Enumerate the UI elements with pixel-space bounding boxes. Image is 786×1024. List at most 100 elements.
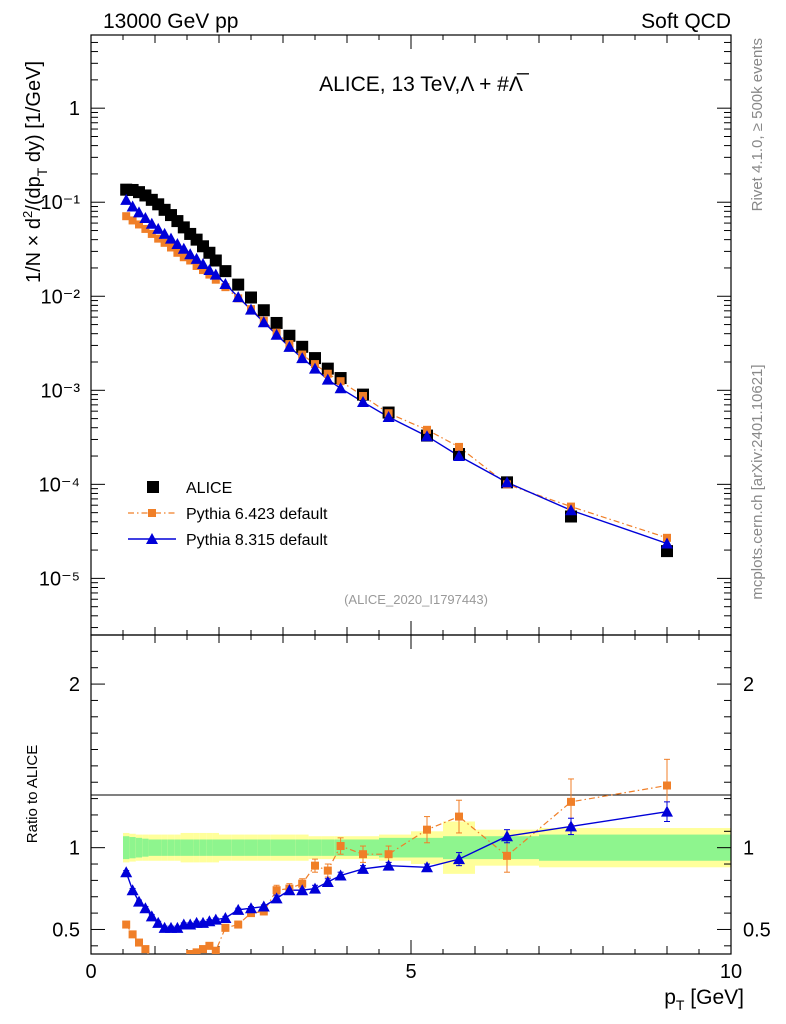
green-band-bin [219,839,232,856]
green-band-bin [206,839,213,856]
pythia6-point [122,212,131,221]
header-left-label: 13000 GeV pp [103,10,238,33]
alice-point [203,246,216,259]
alice-point [257,304,270,317]
green-band-bin [308,839,322,856]
pythia6-ratio-point [122,920,131,929]
pythia8-ratio-point [145,910,158,922]
x-tick-label: 10 [720,961,742,983]
green-band-bin [212,839,219,856]
green-band-bin [187,839,194,856]
pythia8-point [661,537,673,549]
y-tick-label: 10⁻³ [41,380,81,402]
green-band-bin [244,839,258,856]
pythia8-point [283,340,296,352]
green-band-bin [135,837,143,858]
pythia8-point [120,193,133,205]
pythia6-ratio-point [663,781,671,790]
y-tick-label: 10⁻² [41,286,81,308]
pythia8-point [334,382,347,394]
pythia8-ratio-point [120,866,133,878]
pythia6-ratio-point [336,842,345,851]
pythia6-ratio-point [311,861,319,870]
green-band-bin [129,837,136,859]
pythia8-ratio-point [501,830,513,842]
pythia8-ratio-point [382,859,395,871]
ratio-tick-label-left: 2 [69,674,80,696]
legend: ALICE Pythia 6.423 default Pythia 8.315 … [128,480,328,549]
pythia8-ratio-point [357,862,369,874]
pythia6-point [167,243,175,252]
pythia8-ratio-point [126,884,139,896]
legend-label-pythia6: Pythia 6.423 default [186,506,328,523]
pythia6-ratio-point [234,920,243,929]
pythia8-ratio-point [133,895,145,907]
green-band-bin [167,839,175,856]
green-band-bin [295,839,309,856]
alice-point [270,316,283,329]
pythia6-ratio-point [161,971,169,979]
ratio-tick-label-right: 1 [743,838,754,860]
pythia6-ratio-point [128,930,137,939]
pythia8-ratio-point [283,884,296,896]
pythia8-point [184,248,197,260]
pythia8-point [382,411,395,423]
pythia8-point [139,211,152,223]
ratio-tick-label-right: 2 [743,674,754,696]
alice-point [283,329,296,342]
pythia6-ratio-point [567,797,575,806]
legend-marker-pythia8 [146,533,158,544]
pythia6-ratio-point [180,963,188,971]
pythia6-point [199,266,207,275]
alice-point [219,265,232,278]
pythia6-point [173,248,182,257]
pythia8-point [126,200,139,212]
ratio-y-axis-label: Ratio to ALICE [24,745,41,843]
legend-label-alice: ALICE [186,480,232,497]
pythia8-point [421,430,433,442]
x-axis-label: pT [GeV] [664,986,744,1013]
green-band-bin [283,839,296,856]
green-band-bin [321,839,335,856]
pythia8-point [171,237,184,249]
chart-title: ALICE, 13 TeV,Λ + #Λ̅ [319,73,530,96]
pythia6-point [455,442,463,451]
pythia8-point [197,258,209,270]
ratio-tick-label-right: 0.5 [743,919,771,941]
pythia6-point [186,256,195,265]
ratio-panel-series [120,758,673,979]
pythia8-ratio-point [321,876,334,888]
pythia8-ratio-point [270,892,283,904]
green-band-bin [411,837,443,858]
pythia8-point [501,476,513,488]
pythia6-ratio-point [186,950,195,954]
green-band-bin [270,839,283,856]
pythia6-ratio-point [272,886,281,895]
pythia6-point [211,275,220,284]
x-tick-label: 0 [85,961,96,983]
pythia6-ratio-point [199,945,207,954]
pythia8-point [296,352,309,364]
green-band-bin [161,839,168,856]
pythia8-ratio-point [232,903,245,915]
pythia8-ratio-point [661,805,673,817]
pythia6-ratio-point [384,850,393,859]
green-band-bin [193,839,200,856]
pythia6-ratio-point [173,971,181,979]
y-tick-label: 1 [69,98,80,120]
header-right-label: Soft QCD [641,10,731,33]
pythia6-ratio-point [323,866,332,875]
pythia6-ratio-point [359,850,367,859]
pythia8-ratio-point [219,912,232,924]
alice-point [232,278,245,291]
pythia8-point [232,291,245,303]
pythia8-ratio-point [296,884,309,896]
pythia8-point [145,217,158,229]
pythia8-point [177,242,190,254]
axis-ticks [90,34,732,954]
green-band-bin [142,838,149,857]
y-axis-label: 1/N × d2/(dpT dy) [1/GeV] [20,61,50,283]
pythia6-point [154,234,163,243]
mcplots-label: mcplots.cern.ch [arXiv:2401.10621] [749,364,766,599]
